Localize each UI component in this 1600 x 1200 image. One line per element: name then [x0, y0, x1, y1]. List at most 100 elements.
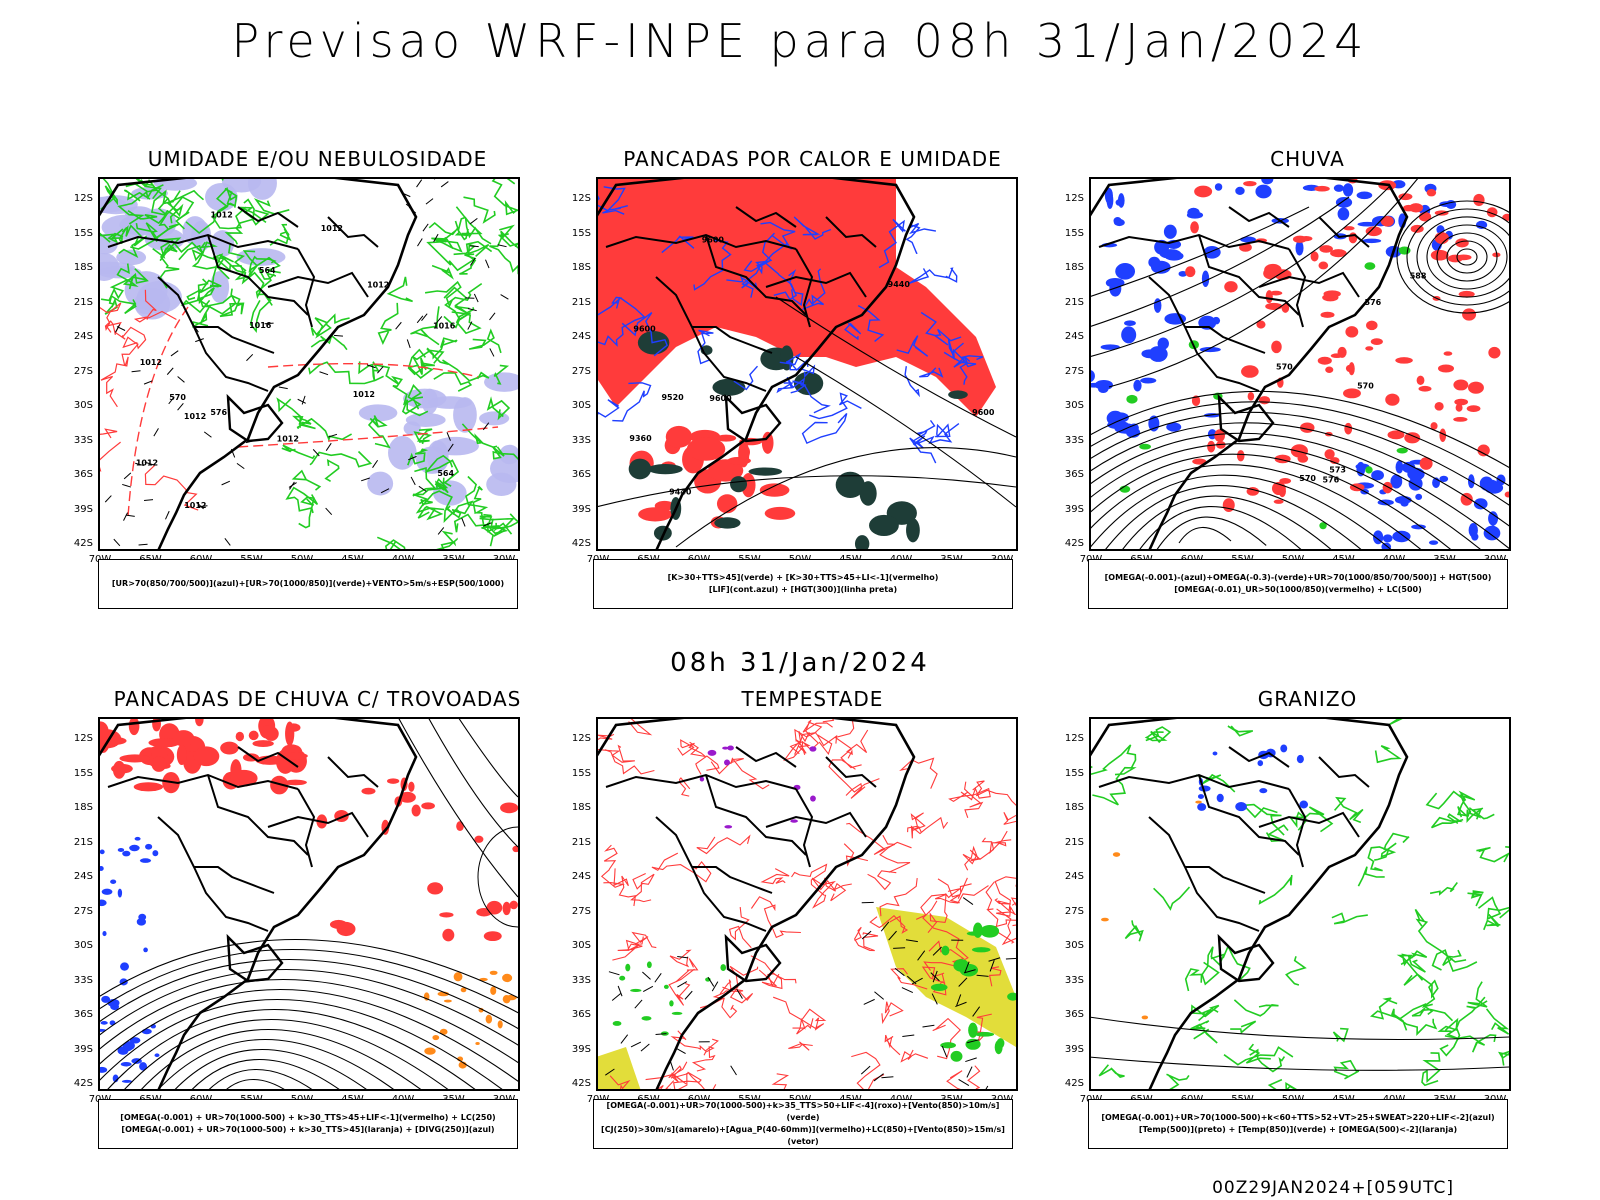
water-content-contour: [922, 900, 969, 971]
latitude-tick-label: 21S: [73, 836, 93, 848]
latitude-tick-label: 36S: [73, 1009, 93, 1020]
temperature-850-contour: [1230, 1020, 1257, 1034]
wind-vector: [165, 510, 170, 520]
wind-vector: [608, 971, 620, 976]
omega-area-blue: [1115, 199, 1123, 206]
humidity-high-levels: [134, 288, 171, 320]
omega-area-blue: [1295, 240, 1304, 256]
rain-area-red: [1380, 216, 1394, 227]
convection-area-orange: [502, 973, 513, 983]
wind-vector: [395, 321, 402, 330]
omega-area-green: [1398, 246, 1411, 255]
legend-line: [LIF](cont.azul) + [HGT(300)](linha pret…: [708, 585, 898, 594]
wind-vector: [416, 179, 423, 188]
contour-label: 9520: [661, 393, 684, 402]
humidity-low-levels: [493, 522, 513, 537]
latitude-tick-label: 33S: [571, 434, 591, 446]
contour-label: 564: [259, 266, 276, 275]
latitude-tick-label: 18S: [571, 802, 591, 813]
convection-area-orange: [497, 1020, 503, 1029]
water-content-contour: [996, 908, 1018, 946]
humidity-low-levels: [426, 337, 458, 360]
country-state-border: [705, 234, 807, 316]
wind-850-area-green: [980, 924, 1000, 938]
coastline: [596, 177, 916, 551]
humidity-low-levels: [454, 216, 483, 237]
lifted-index-contour: [935, 423, 951, 438]
rain-area-red: [1454, 398, 1469, 406]
wind-850-area-green: [975, 1032, 995, 1037]
wind-vector: [1005, 957, 1018, 960]
humidity-low-levels: [186, 278, 215, 305]
streamline: [98, 939, 520, 1000]
water-content-contour: [710, 757, 770, 790]
humidity-low-levels: [479, 513, 520, 530]
latitude-tick-label: 36S: [1064, 469, 1084, 480]
wind-vector: [122, 483, 131, 488]
thunderstorm-area-red: [512, 845, 520, 853]
humidity-low-levels: [152, 239, 203, 261]
country-state-border: [1217, 933, 1275, 983]
thunderstorm-area-red: [172, 730, 195, 747]
country-state-border: [825, 756, 877, 788]
omega-area-blue: [1371, 470, 1384, 481]
rain-area-red: [1278, 485, 1286, 498]
lifted-index-contour: [741, 260, 762, 298]
hgt300-contour: [675, 447, 1017, 548]
divergence-area-blue: [117, 888, 123, 898]
rain-area-red: [1398, 193, 1413, 201]
thunderstorm-area-red: [98, 736, 127, 746]
omega-area-blue: [1214, 183, 1223, 191]
wind-vector: [113, 538, 121, 547]
omega-area-blue: [1407, 467, 1425, 481]
latitude-tick-label: 27S: [73, 905, 93, 917]
contour-label: 1012: [140, 358, 162, 367]
wind-850-area-green: [930, 983, 948, 992]
water-content-contour: [691, 1046, 716, 1072]
latitude-tick-label: 21S: [571, 836, 591, 848]
temperature-850-contour: [1227, 725, 1254, 737]
country-state-border: [1318, 756, 1370, 788]
country-state-border: [1098, 233, 1290, 250]
lifted-index-contour: [809, 392, 862, 420]
severe-storm-area-purple: [727, 745, 734, 751]
wind-850-area-green: [971, 947, 991, 953]
panel-title: CHUVA: [1270, 147, 1345, 171]
streamline: [1138, 506, 1302, 551]
temperature-850-contour: [1414, 908, 1467, 963]
contour-label: 564: [437, 469, 454, 478]
country-state-border: [1228, 206, 1290, 228]
omega-area-blue: [1100, 344, 1120, 350]
geographic-boundaries: [1089, 177, 1409, 551]
thunderstorm-area-red: [483, 931, 502, 942]
streamline: [1089, 401, 1511, 488]
wind-vector: [905, 939, 918, 943]
omega-area-green: [1126, 394, 1138, 404]
wind-vector: [170, 350, 179, 357]
thickness-contour: [144, 464, 199, 511]
contour-label: 570: [1299, 474, 1316, 483]
divergence-area-blue: [139, 1062, 148, 1071]
water-content-contour: [899, 757, 938, 789]
omega-area-blue: [1255, 184, 1272, 199]
divergence-area-blue: [102, 931, 107, 937]
wind-vector: [437, 527, 445, 535]
convection-area-orange: [489, 970, 498, 975]
severe-storm-area-purple: [809, 746, 817, 752]
geographic-boundaries: [596, 717, 916, 1091]
wind-vector: [446, 432, 451, 441]
water-content-contour: [771, 1073, 790, 1091]
country-state-border: [157, 276, 269, 392]
latitude-tick-label: 39S: [73, 503, 93, 515]
convection-area-orange: [443, 999, 452, 1003]
rain-area-red: [1385, 393, 1400, 406]
omega-area-orange: [1112, 852, 1121, 857]
omega-area-blue: [1484, 481, 1504, 494]
forecast-panel: TEMPESTADE 12S 15S 18S 21S 24S 27S 30S 33S 36S 39S…: [572, 687, 1040, 1167]
rain-area-red: [1243, 180, 1257, 187]
humidity-high-levels: [484, 372, 520, 392]
divergence-area-blue: [100, 1021, 108, 1025]
water-content-contour: [996, 905, 1017, 917]
temperature-850-contour: [1444, 1034, 1497, 1053]
omega-area-blue: [1428, 540, 1439, 545]
